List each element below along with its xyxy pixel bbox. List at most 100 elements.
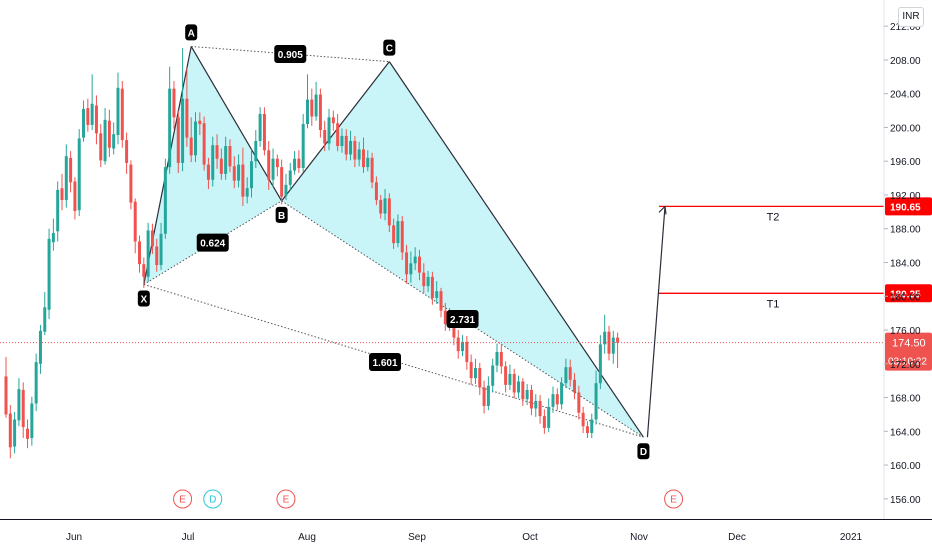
y-tick-label: 192.00 [890,191,921,202]
ratio-badge [446,310,479,329]
candle-body [482,387,486,406]
candle-body [323,129,327,144]
projection-arrow-line [646,206,666,438]
candle-body [616,337,620,343]
candle-body [361,149,365,168]
candle-body [357,149,361,160]
candle-body [293,158,297,171]
candle-body [288,170,292,185]
ratio-label: 0.905 [278,50,303,61]
candle-body [594,383,598,420]
candle-body [491,365,495,386]
candle-body [409,263,413,275]
candle-body [370,157,374,183]
y-tick-label: 156.00 [890,495,921,506]
y-tick-label: 196.00 [890,157,921,168]
last-price-tag [885,332,932,371]
candle-body [495,351,499,366]
candle-body [439,291,443,311]
candle-body [241,164,245,197]
candle-body [73,181,77,212]
target-name-t1: T1 [767,298,780,310]
candle-body [51,232,55,243]
axes: 156.00 160.00 164.00 168.00 172.00 176.00 180.… [0,0,932,543]
candle-body [172,88,176,118]
candle-body [499,351,503,367]
event-marker-earnings[interactable] [664,489,684,509]
candle-body [585,426,589,433]
ratio-badge [274,45,307,64]
candle-body [611,337,615,354]
target-price-label: 190.65 [890,202,921,213]
candle-body [430,276,434,298]
candle-body [129,164,133,203]
candle-body [469,362,473,379]
candle-body [297,158,301,168]
y-tick-label: 184.00 [890,259,921,270]
y-tick-label: 172.00 [890,360,921,371]
candle-body [508,373,512,385]
candle-body [99,133,103,161]
candle-body [396,221,400,244]
candle-body [107,120,111,148]
candle-body [138,241,142,265]
candle-body [254,140,258,162]
candle-body [69,157,73,183]
candle-body [64,156,68,201]
candle-body [521,381,525,400]
candle-body [542,416,546,428]
event-marker-letter: D [209,495,216,506]
candle-body [529,389,533,409]
event-marker-earnings[interactable] [276,489,296,509]
candle-body [387,198,391,226]
y-tick-label: 164.00 [890,427,921,438]
candle-body [43,307,47,332]
candle-body [318,94,322,130]
candle-body [224,146,228,174]
candle-body [77,138,81,211]
pattern-point-badge-d [637,443,650,460]
candle-body [189,137,193,156]
candle-body [47,238,51,310]
candle-body [349,140,353,155]
candle-body [301,124,305,168]
candle-body [383,198,387,214]
last-price-label: 174.50 [892,338,926,350]
candle-body [603,331,607,345]
candle-body [4,376,8,415]
pattern-point-label-a: A [188,28,195,39]
y-tick-label: 188.00 [890,225,921,236]
candle-body [125,140,129,163]
candle-body [120,88,124,141]
currency-badge[interactable]: INR [898,7,924,27]
event-marker-dividend[interactable] [203,489,223,509]
pattern-point-label-d: D [640,447,647,458]
event-marker-letter: E [670,495,677,506]
candle-body [56,189,60,232]
candle-body [82,108,86,138]
candle-body [86,108,90,125]
candle-body [568,367,572,380]
candles [4,48,620,459]
candle-body [504,366,508,385]
candle-body [90,103,94,125]
candle-body [374,182,378,201]
candle-body [413,256,417,264]
y-tick-label: 204.00 [890,90,921,101]
candle-body [560,383,564,405]
candle-body [21,389,25,428]
candle-body [538,400,542,417]
candle-body [336,123,340,147]
y-tick-label: 200.00 [890,123,921,134]
candle-body [262,113,266,151]
event-marker-earnings[interactable] [173,489,193,509]
candle-body [607,331,611,354]
candle-body [267,150,271,180]
candle-body [112,134,116,149]
y-tick-label: 160.00 [890,461,921,472]
x-tick-label: Aug [298,532,316,543]
candle-body [564,367,568,384]
ratio-line-xd [143,283,644,438]
x-tick-label: Dec [728,532,746,543]
